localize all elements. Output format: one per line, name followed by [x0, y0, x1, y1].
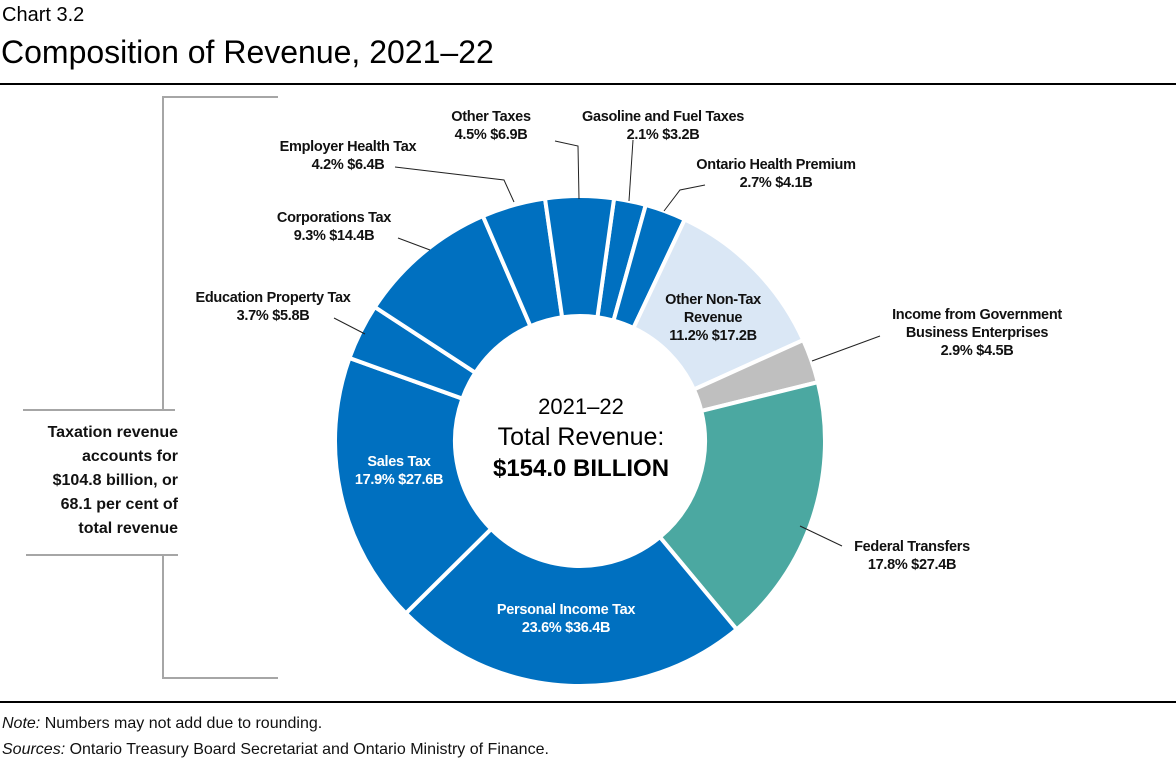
label-gasoline: Gasoline and Fuel Taxes: [582, 109, 744, 125]
label-gbe: Income from Government: [892, 307, 1062, 323]
slice-federal-transfers: [657, 379, 827, 633]
label-gbe-2: Business Enterprises: [906, 325, 1049, 341]
slice-personal-income-tax: [403, 526, 740, 688]
svg-text:accounts for: accounts for: [82, 448, 178, 465]
label-employer: Employer Health Tax: [280, 139, 417, 155]
value-federal: 17.8% $27.4B: [868, 557, 956, 573]
taxation-annotation: Taxation revenue accounts for $104.8 bil…: [48, 424, 179, 537]
label-ohp: Ontario Health Premium: [696, 157, 855, 173]
taxation-bracket: [23, 96, 278, 679]
svg-text:Total Revenue:: Total Revenue:: [498, 423, 665, 451]
label-nontax-2: Revenue: [684, 310, 743, 326]
label-other-taxes: Other Taxes: [451, 109, 531, 125]
label-federal: Federal Transfers: [854, 539, 970, 555]
chart-title: Composition of Revenue, 2021–22: [1, 34, 494, 70]
chart-number: Chart 3.2: [2, 4, 84, 26]
value-education: 3.7% $5.8B: [237, 308, 310, 324]
donut-slices: [333, 194, 827, 688]
value-corporations: 9.3% $14.4B: [294, 228, 375, 244]
value-ohp: 2.7% $4.1B: [740, 175, 813, 191]
value-sales: 17.9% $27.6B: [355, 472, 443, 488]
label-sales: Sales Tax: [367, 454, 430, 470]
center-total: 2021–22 Total Revenue: $154.0 BILLION: [493, 394, 669, 482]
value-other-taxes: 4.5% $6.9B: [455, 127, 528, 143]
svg-text:Taxation revenue: Taxation revenue: [48, 424, 179, 441]
value-nontax: 11.2% $17.2B: [669, 328, 757, 344]
value-gbe: 2.9% $4.5B: [941, 343, 1014, 359]
label-pit: Personal Income Tax: [497, 602, 636, 618]
label-nontax: Other Non-Tax: [665, 292, 761, 308]
slice-other-taxes: [542, 194, 617, 320]
value-gasoline: 2.1% $3.2B: [627, 127, 700, 143]
value-pit: 23.6% $36.4B: [522, 620, 610, 636]
svg-text:$104.8 billion, or: $104.8 billion, or: [53, 472, 178, 489]
slice-sales-tax: [333, 355, 494, 617]
label-education: Education Property Tax: [195, 290, 350, 306]
svg-text:2021–22: 2021–22: [538, 394, 624, 419]
svg-text:68.1 per cent of: 68.1 per cent of: [61, 496, 179, 513]
value-employer: 4.2% $6.4B: [312, 157, 385, 173]
sources: Sources: Ontario Treasury Board Secretar…: [2, 741, 549, 758]
label-corporations: Corporations Tax: [277, 210, 391, 226]
leader-lines: [333, 139, 881, 547]
svg-text:$154.0 BILLION: $154.0 BILLION: [493, 455, 669, 482]
note: Note: Numbers may not add due to roundin…: [2, 715, 322, 732]
svg-text:total revenue: total revenue: [78, 520, 178, 537]
